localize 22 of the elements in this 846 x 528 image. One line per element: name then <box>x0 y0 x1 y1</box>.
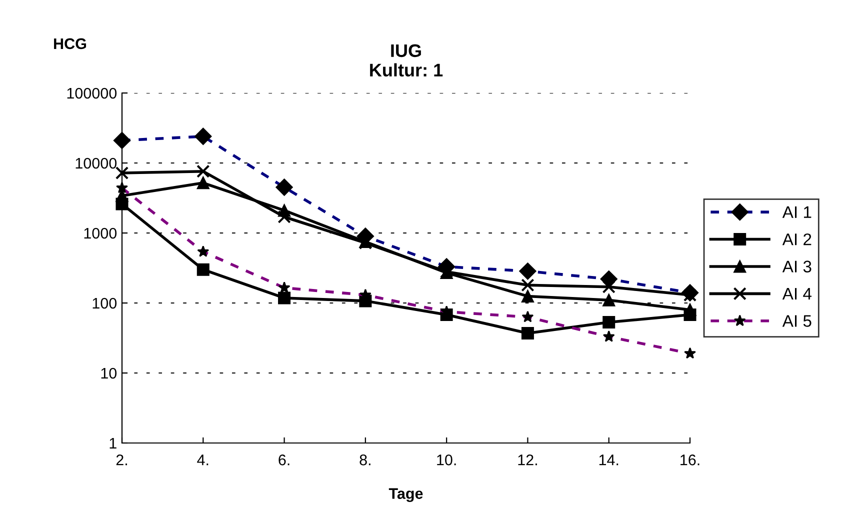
x-tick-label: 2. <box>116 454 127 466</box>
chart-title: IUG Kultur: 1 <box>370 44 443 77</box>
y-tick-label: 10 <box>101 368 117 379</box>
y-tick-label: 1000 <box>84 228 117 239</box>
x-tick-label: 16. <box>680 454 700 466</box>
legend-label: AI 2 <box>782 233 812 246</box>
legend-label: AI 1 <box>782 206 812 218</box>
x-tick-label: 14. <box>599 454 618 466</box>
legend-label: AI 5 <box>782 315 812 327</box>
legend-label: AI 4 <box>782 288 812 300</box>
x-tick-label: 12. <box>518 454 537 466</box>
legend-label: AI 3 <box>782 260 812 272</box>
y-tick-label: 10000 <box>76 158 117 169</box>
x-tick-label: 4. <box>197 454 208 466</box>
x-axis-title: Tage <box>388 488 423 502</box>
y-tick-label: 100 <box>92 298 117 309</box>
x-tick-label: 6. <box>278 454 290 466</box>
x-tick-label: 8. <box>360 454 370 466</box>
y-tick-label: 100000 <box>67 88 117 99</box>
x-tick-label: 10. <box>437 454 456 466</box>
y-tick-label: 1 <box>110 438 116 449</box>
y-axis-title: HCG <box>54 38 86 50</box>
